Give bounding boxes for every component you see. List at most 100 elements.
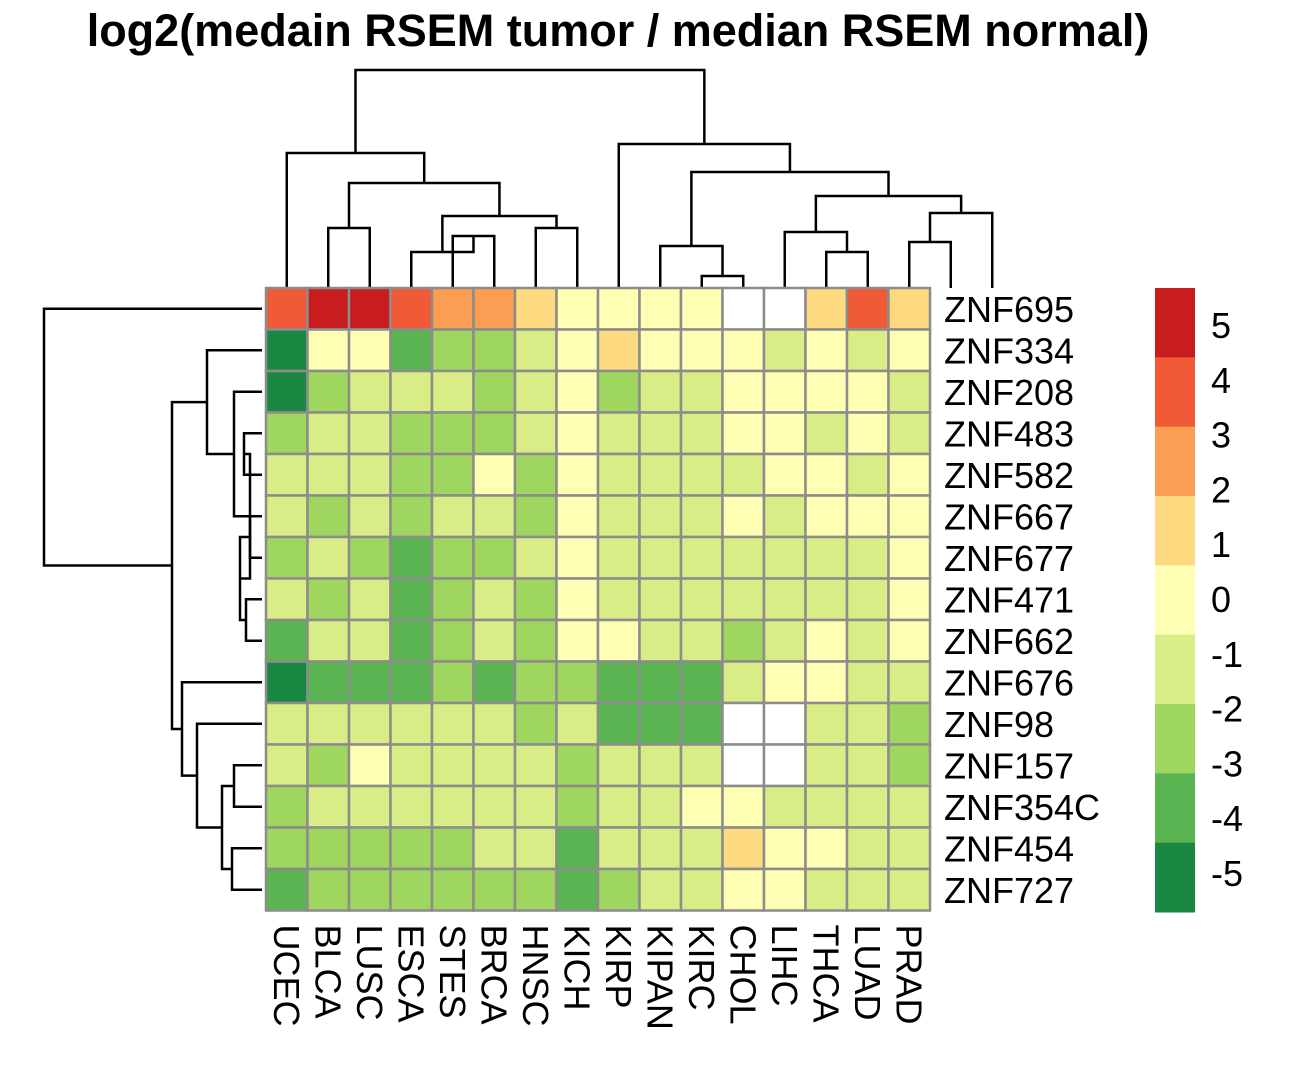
- column-label-LUAD: LUAD: [847, 925, 888, 1021]
- column-dendrogram: [285, 68, 994, 288]
- heatmap-cell-ZNF582-STES: [430, 452, 475, 497]
- heatmap-cell-ZNF334-ESCA: [389, 328, 434, 373]
- heatmap-cell-ZNF354C-LIHC: [762, 784, 807, 829]
- heatmap-cell-ZNF98-THCA: [804, 701, 849, 746]
- heatmap-cell-ZNF483-KIRP: [596, 411, 641, 456]
- legend-swatch: [1155, 357, 1195, 428]
- heatmap-cell-ZNF454-BRCA: [472, 826, 517, 871]
- heatmap-cell-ZNF582-ESCA: [389, 452, 434, 497]
- heatmap-cell-ZNF676-BLCA: [306, 660, 351, 705]
- column-label-KICH: KICH: [556, 925, 597, 1011]
- legend-tick-label: 0: [1211, 579, 1231, 620]
- dendrogram-branch: [783, 230, 849, 288]
- dendrogram-branch: [180, 681, 262, 777]
- heatmap-cell-ZNF695-HNSC: [513, 286, 558, 331]
- heatmap-cell-ZNF676-BRCA: [472, 660, 517, 705]
- dendrogram-branch: [230, 847, 262, 891]
- heatmap-cell-ZNF157-STES: [430, 743, 475, 788]
- heatmap-cell-ZNF334-UCEC: [264, 328, 309, 373]
- heatmap-cell-ZNF727-BLCA: [306, 867, 351, 912]
- heatmap-cell-ZNF727-LIHC: [762, 867, 807, 912]
- heatmap-cell-ZNF483-KIRC: [679, 411, 724, 456]
- heatmap-cell-ZNF582-THCA: [804, 452, 849, 497]
- heatmap-cell-ZNF471-ESCA: [389, 577, 434, 622]
- heatmap-cell-ZNF354C-STES: [430, 784, 475, 829]
- heatmap-cell-ZNF454-KIRP: [596, 826, 641, 871]
- heatmap-cell-ZNF582-PRAD: [887, 452, 932, 497]
- heatmap-cell-ZNF676-LIHC: [762, 660, 807, 705]
- row-label-ZNF667: ZNF667: [944, 496, 1074, 537]
- heatmap-cell-ZNF695-THCA: [804, 286, 849, 331]
- heatmap-cell-ZNF582-KICH: [555, 452, 600, 497]
- heatmap-cell-ZNF454-LUSC: [347, 826, 392, 871]
- heatmap-cell-ZNF98-KIRC: [679, 701, 724, 746]
- heatmap-cell-ZNF354C-THCA: [804, 784, 849, 829]
- heatmap-cell-ZNF676-STES: [430, 660, 475, 705]
- heatmap-cell-ZNF582-LUSC: [347, 452, 392, 497]
- legend-swatch: [1155, 773, 1195, 844]
- heatmap-cell-ZNF483-BLCA: [306, 411, 351, 456]
- heatmap-cell-ZNF354C-UCEC: [264, 784, 309, 829]
- column-label-KIPAN: KIPAN: [639, 925, 680, 1030]
- heatmap-cell-ZNF354C-KICH: [555, 784, 600, 829]
- heatmap-cell-ZNF727-BRCA: [472, 867, 517, 912]
- heatmap-cell-ZNF677-KIPAN: [638, 535, 683, 580]
- legend-swatch: [1155, 634, 1195, 705]
- column-label-LIHC: LIHC: [764, 925, 805, 1007]
- row-label-ZNF677: ZNF677: [944, 538, 1074, 579]
- heatmap-cell-ZNF354C-LUSC: [347, 784, 392, 829]
- heatmap-cell-ZNF471-KIRC: [679, 577, 724, 622]
- heatmap-cell-ZNF483-LIHC: [762, 411, 807, 456]
- heatmap-cell-ZNF582-BRCA: [472, 452, 517, 497]
- legend-tick-label: -4: [1211, 798, 1243, 839]
- heatmap-cell-ZNF483-LUAD: [845, 411, 890, 456]
- heatmap-cell-ZNF667-ESCA: [389, 494, 434, 539]
- row-label-ZNF208: ZNF208: [944, 372, 1074, 413]
- heatmap-cell-ZNF354C-KIPAN: [638, 784, 683, 829]
- heatmap-cell-ZNF208-ESCA: [389, 369, 434, 414]
- row-label-ZNF695: ZNF695: [944, 289, 1074, 330]
- heatmap-cell-ZNF208-STES: [430, 369, 475, 414]
- heatmap-cell-ZNF208-HNSC: [513, 369, 558, 414]
- column-label-LUSC: LUSC: [349, 925, 390, 1021]
- heatmap-cell-ZNF662-KICH: [555, 618, 600, 663]
- heatmap-cell-ZNF727-LUSC: [347, 867, 392, 912]
- heatmap-cell-ZNF727-ESCA: [389, 867, 434, 912]
- heatmap-cell-ZNF667-STES: [430, 494, 475, 539]
- legend-swatch: [1155, 704, 1195, 774]
- heatmap-cell-ZNF582-KIRP: [596, 452, 641, 497]
- heatmap-cell-ZNF98-KIRP: [596, 701, 641, 746]
- heatmap-cell-ZNF677-UCEC: [264, 535, 309, 580]
- heatmap-cell-ZNF334-THCA: [804, 328, 849, 373]
- heatmap-cell-ZNF98-HNSC: [513, 701, 558, 746]
- row-label-ZNF582: ZNF582: [944, 455, 1074, 496]
- heatmap-cell-ZNF483-UCEC: [264, 411, 309, 456]
- heatmap-cell-ZNF157-KIRP: [596, 743, 641, 788]
- heatmap-cell-ZNF483-BRCA: [472, 411, 517, 456]
- heatmap-cell-ZNF454-KICH: [555, 826, 600, 871]
- heatmap-cell-ZNF582-LUAD: [845, 452, 890, 497]
- column-label-KIRP: KIRP: [598, 925, 639, 1009]
- heatmap-cell-ZNF676-UCEC: [264, 660, 309, 705]
- heatmap-cell-ZNF334-LIHC: [762, 328, 807, 373]
- heatmap-cell-ZNF667-CHOL: [721, 494, 766, 539]
- column-labels: UCEC BLCA LUSC ESCA STES BRCA HNSC KICH KIRP KIPA…: [266, 925, 930, 1030]
- legend-swatch: [1155, 565, 1195, 636]
- dendrogram-branch: [327, 226, 371, 288]
- heatmap-cell-ZNF454-KIRC: [679, 826, 724, 871]
- heatmap-cell-ZNF667-BRCA: [472, 494, 517, 539]
- heatmap-cell-ZNF667-KIPAN: [638, 494, 683, 539]
- legend-swatch: [1155, 288, 1195, 358]
- heatmap-cell-ZNF208-PRAD: [887, 369, 932, 414]
- dendrogram-branch: [42, 307, 262, 567]
- heatmap-cell-ZNF676-KIPAN: [638, 660, 683, 705]
- heatmap-cell-ZNF695-UCEC: [264, 286, 309, 331]
- heatmap-cell-ZNF662-KIRP: [596, 618, 641, 663]
- dendrogram-branch: [248, 515, 262, 559]
- heatmap-cell-ZNF98-PRAD: [887, 701, 932, 746]
- heatmap-cell-ZNF667-UCEC: [264, 494, 309, 539]
- heatmap-cell-ZNF727-PRAD: [887, 867, 932, 912]
- heatmap-cell-ZNF727-KIPAN: [638, 867, 683, 912]
- heatmap-cell-ZNF695-BRCA: [472, 286, 517, 331]
- heatmap-cell-ZNF667-LUAD: [845, 494, 890, 539]
